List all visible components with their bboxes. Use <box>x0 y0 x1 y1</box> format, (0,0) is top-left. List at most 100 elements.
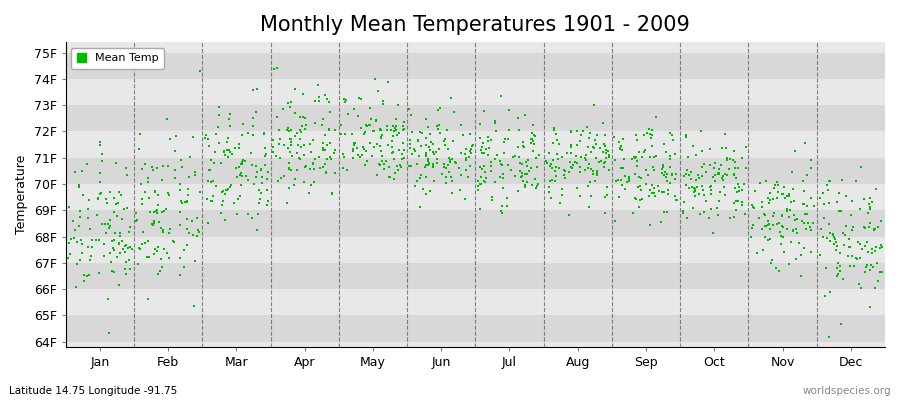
Point <box>323 153 338 160</box>
Point <box>103 223 117 230</box>
Point <box>553 200 567 206</box>
Point <box>70 239 85 245</box>
Point <box>731 181 745 187</box>
Point <box>627 154 642 160</box>
Point <box>830 198 844 205</box>
Bar <box>66 316 885 342</box>
Point <box>122 229 137 235</box>
Point <box>857 196 871 203</box>
Point <box>546 126 561 133</box>
Point <box>303 141 318 147</box>
Point <box>158 208 172 214</box>
Point <box>463 163 477 169</box>
Point <box>496 171 510 178</box>
Point <box>266 149 280 155</box>
Point <box>392 147 406 154</box>
Point <box>161 255 176 261</box>
Point <box>800 203 814 210</box>
Point <box>418 142 433 148</box>
Point <box>646 190 661 196</box>
Point <box>288 133 302 139</box>
Point <box>276 173 291 180</box>
Point <box>255 180 269 186</box>
Point <box>759 177 773 184</box>
Point <box>288 176 302 182</box>
Point <box>752 180 767 186</box>
Point <box>374 126 388 133</box>
Point <box>854 164 868 170</box>
Point <box>483 159 498 165</box>
Point <box>804 249 818 255</box>
Point <box>726 214 741 220</box>
Point <box>404 162 419 169</box>
Point <box>797 188 812 194</box>
Point <box>592 159 607 166</box>
Point <box>101 296 115 302</box>
Point <box>405 151 419 157</box>
Point <box>830 265 844 271</box>
Point <box>508 153 523 160</box>
Point <box>485 197 500 203</box>
Point <box>715 175 729 182</box>
Point <box>601 167 616 173</box>
Point <box>617 186 632 192</box>
Point <box>106 269 121 275</box>
Point <box>698 169 713 176</box>
Point <box>528 185 543 191</box>
Point <box>831 271 845 278</box>
Point <box>729 207 743 214</box>
Point <box>766 222 780 228</box>
Point <box>528 154 543 161</box>
Point <box>370 172 384 179</box>
Point <box>613 146 627 152</box>
Point <box>68 168 82 175</box>
Point <box>465 142 480 148</box>
Point <box>540 160 554 166</box>
Point <box>626 209 640 216</box>
Point <box>201 220 215 226</box>
Point <box>687 184 701 191</box>
Point <box>472 163 487 170</box>
Point <box>430 160 445 166</box>
Point <box>232 141 247 148</box>
Point <box>188 258 202 264</box>
Point <box>203 167 218 173</box>
Point <box>113 250 128 256</box>
Point <box>157 246 171 252</box>
Point <box>375 101 390 107</box>
Point <box>477 150 491 156</box>
Point <box>779 226 794 232</box>
Bar <box>66 184 885 210</box>
Point <box>558 168 572 174</box>
Point <box>274 174 288 181</box>
Point <box>141 195 156 201</box>
Point <box>526 138 540 144</box>
Point <box>785 169 799 175</box>
Point <box>874 218 888 224</box>
Point <box>718 192 733 198</box>
Point <box>868 244 883 250</box>
Point <box>727 165 742 172</box>
Point <box>260 187 274 193</box>
Title: Monthly Mean Temperatures 1901 - 2009: Monthly Mean Temperatures 1901 - 2009 <box>260 15 690 35</box>
Point <box>220 186 235 192</box>
Point <box>118 266 132 272</box>
Point <box>427 141 441 147</box>
Point <box>716 173 730 180</box>
Point <box>299 163 313 170</box>
Point <box>375 98 390 104</box>
Point <box>795 218 809 224</box>
Point <box>91 194 105 201</box>
Point <box>771 189 786 195</box>
Point <box>734 202 749 208</box>
Point <box>188 172 202 178</box>
Point <box>323 109 338 115</box>
Point <box>495 202 509 209</box>
Point <box>765 257 779 264</box>
Point <box>832 262 847 269</box>
Point <box>598 159 613 166</box>
Point <box>493 173 508 180</box>
Point <box>681 172 696 178</box>
Point <box>373 142 387 149</box>
Point <box>496 184 510 191</box>
